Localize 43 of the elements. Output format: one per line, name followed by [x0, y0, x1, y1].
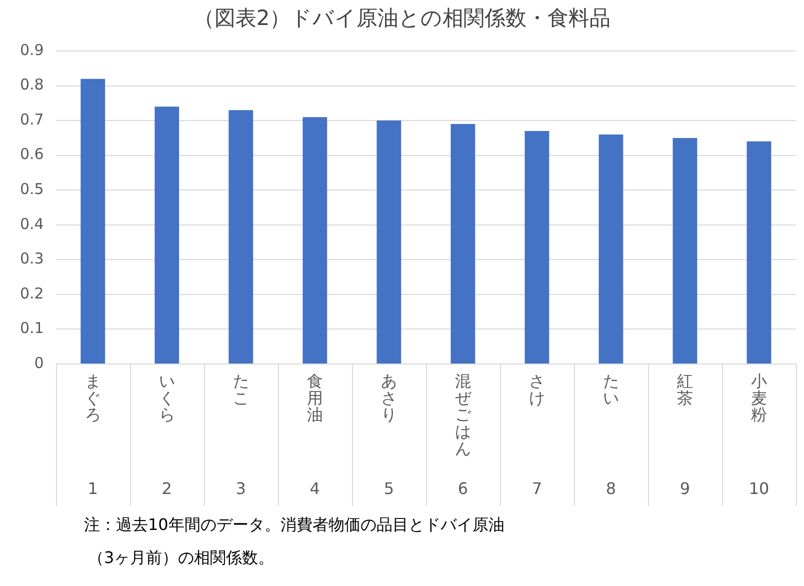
bar — [672, 138, 698, 364]
text: 注：過去10年間のデータ。消費者物価の品目とドバイ原油 — [84, 514, 504, 536]
bar — [524, 130, 550, 364]
bar — [228, 110, 254, 364]
text: 1 — [88, 479, 98, 498]
x-tick-label: 食用油 — [306, 372, 323, 424]
bar — [376, 120, 402, 364]
y-tick-label: 0.6 — [20, 145, 44, 164]
bar — [450, 124, 476, 364]
text: 4 — [310, 479, 320, 498]
y-tick-label: 0.5 — [20, 180, 44, 198]
text: 2 — [162, 479, 172, 498]
text: 5 — [384, 479, 394, 498]
x-tick-label: 小麦粉 — [750, 372, 767, 424]
bar — [154, 106, 180, 364]
x-tick-label: いくら — [158, 372, 175, 424]
bar — [598, 134, 624, 364]
y-tick-label: 0.2 — [20, 284, 44, 302]
x-tick-label: あさり — [380, 372, 397, 424]
text: （3ヶ月前）の相関係数。 — [87, 547, 276, 569]
x-tick-label: たこ — [232, 372, 249, 408]
y-tick-label: 0.8 — [20, 76, 44, 94]
bar — [302, 117, 328, 364]
y-tick-label: 0.3 — [20, 250, 44, 268]
text: 3 — [236, 479, 246, 498]
y-tick-label: 0.4 — [20, 214, 44, 233]
text: 8 — [606, 479, 616, 498]
x-tick-label: まぐろ — [84, 372, 101, 424]
x-tick-label: たい — [602, 372, 619, 408]
y-tick-label: 0.9 — [20, 40, 44, 59]
y-tick-label: 0.1 — [20, 319, 44, 338]
text: 6 — [458, 479, 468, 498]
y-tick-label: 0.7 — [20, 110, 44, 128]
text: 10 — [748, 479, 770, 498]
y-tick-label: 0 — [34, 354, 44, 372]
x-tick-label: さけ — [528, 372, 545, 408]
chart-title: （図表2）ドバイ原油との相関係数・食料品 — [192, 5, 612, 32]
text: 7 — [532, 479, 542, 498]
x-tick-label: 混ぜごはん — [454, 372, 472, 458]
bar — [80, 78, 106, 364]
bar — [746, 141, 772, 364]
x-tick-label: 紅茶 — [676, 372, 693, 408]
text: 9 — [680, 479, 690, 498]
